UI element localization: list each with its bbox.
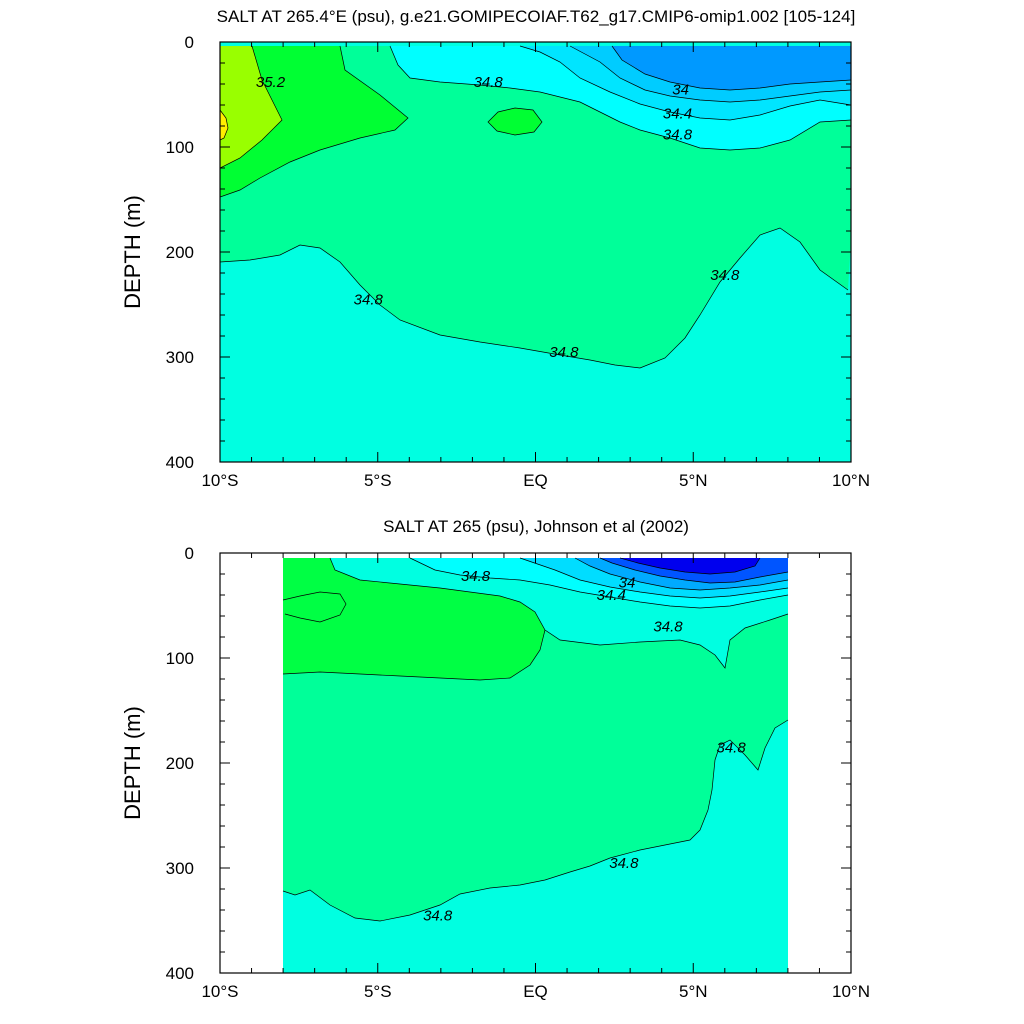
fill-35.0-35.2: [283, 558, 545, 680]
contour-lines-obs: [282, 557, 789, 922]
x-tick-label: 10°N: [832, 471, 870, 490]
x-tick-label: 10°S: [201, 471, 238, 490]
fill-lt-33.6: [620, 558, 760, 574]
contour-line: [569, 45, 851, 103]
y-axis-label: DEPTH (m): [120, 706, 145, 820]
contour-label: 34.8: [549, 344, 579, 361]
x-tick-label: 5°N: [679, 471, 708, 490]
y-axis-tick-labels: 0 100 200 300 400: [166, 33, 194, 472]
fill-35.2-35.4: [220, 46, 282, 168]
fill-blob-35.0: [488, 108, 542, 135]
contour-label: 35.2: [256, 74, 286, 91]
contour-line: [282, 629, 546, 681]
fill-lt-34: [612, 46, 851, 90]
y-tick-label: 100: [166, 138, 194, 157]
contour-line: [599, 557, 789, 584]
x-tick-label: 10°S: [201, 982, 238, 1001]
contour-lines-model: [220, 45, 851, 369]
contour-label: 34.8: [663, 126, 693, 143]
x-tick-label: 10°N: [832, 982, 870, 1001]
contour-fill-obs: [283, 558, 788, 973]
contour-line: [519, 557, 789, 599]
contour-line: [220, 45, 283, 169]
x-tick-label: 5°S: [364, 982, 392, 1001]
y-tick-label: 300: [166, 348, 194, 367]
contour-labels-model: 35.2 34.8 34 34.4 34.8 34.8 34.8 34.8: [256, 74, 740, 361]
y-tick-label: 400: [166, 964, 194, 983]
contour-fill-model: [220, 42, 851, 462]
x-tick-label: 5°N: [679, 982, 708, 1001]
contour-line: [409, 557, 789, 609]
contour-label: 34.4: [597, 587, 626, 604]
contour-label: 34.8: [354, 291, 384, 308]
contour-line: [282, 719, 789, 922]
y-tick-label: 0: [185, 33, 194, 52]
chart-title: SALT AT 265.4°E (psu), g.e21.GOMIPECOIAF…: [217, 7, 856, 26]
y-tick-label: 200: [166, 243, 194, 262]
chart-title: SALT AT 265 (psu), Johnson et al (2002): [383, 517, 689, 536]
y-axis-label: DEPTH (m): [120, 195, 145, 309]
contour-label: 34.8: [609, 855, 639, 872]
x-tick-label: 5°S: [364, 471, 392, 490]
x-tick-label: EQ: [523, 471, 548, 490]
panel-model: SALT AT 265.4°E (psu), g.e21.GOMIPECOIAF…: [120, 7, 870, 490]
contour-line: [220, 109, 229, 141]
contour-label: 34: [672, 81, 689, 98]
contour-label: 34.8: [653, 619, 683, 636]
contour-label: 34.8: [710, 267, 740, 284]
contour-line: [487, 107, 543, 136]
y-tick-label: 200: [166, 754, 194, 773]
y-axis-tick-labels: 0 100 200 300 400: [166, 544, 194, 983]
contour-label: 34.4: [663, 105, 692, 122]
y-tick-label: 400: [166, 453, 194, 472]
axis-ticks: [219, 552, 852, 974]
contour-label: 34.8: [717, 739, 747, 756]
y-tick-label: 100: [166, 649, 194, 668]
contour-line: [329, 557, 789, 669]
contour-label: 34.8: [474, 74, 504, 91]
fill-35.0-35.2: [220, 46, 408, 197]
contour-line: [519, 45, 851, 121]
y-tick-label: 300: [166, 859, 194, 878]
axis-ticks: [219, 41, 852, 463]
x-axis-tick-labels: 10°S 5°S EQ 5°N 10°N: [201, 471, 870, 490]
contour-line: [619, 557, 761, 575]
contour-line: [574, 557, 789, 591]
contour-line: [282, 591, 347, 623]
x-tick-label: EQ: [523, 982, 548, 1001]
contour-label: 34.8: [423, 907, 453, 924]
contour-label: 34: [619, 574, 636, 591]
x-axis-tick-labels: 10°S 5°S EQ 5°N 10°N: [201, 982, 870, 1001]
contour-line: [389, 45, 851, 151]
contour-label: 34.8: [461, 568, 491, 585]
contour-line: [220, 227, 849, 369]
panel-observations: SALT AT 265 (psu), Johnson et al (2002): [120, 517, 870, 1001]
contour-line: [611, 45, 851, 91]
contour-line: [220, 45, 409, 198]
y-tick-label: 0: [185, 544, 194, 563]
